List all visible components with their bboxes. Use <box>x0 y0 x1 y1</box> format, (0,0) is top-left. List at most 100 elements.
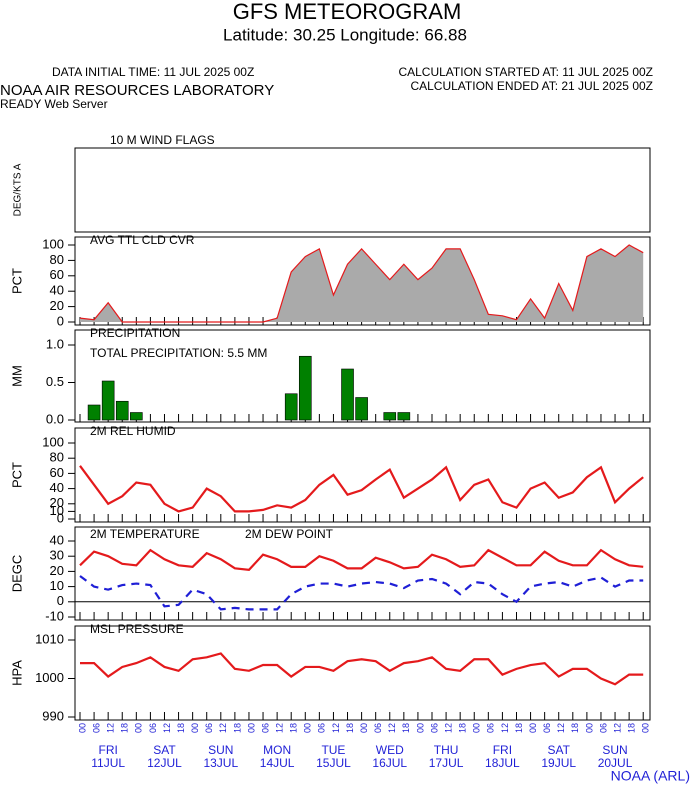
date-label: 14JUL <box>260 756 295 770</box>
day-label: WED <box>376 743 404 757</box>
series-line <box>79 465 644 513</box>
y-axis-label: PCT <box>9 462 24 488</box>
date-label: 18JUL <box>485 756 520 770</box>
precip-bar <box>355 397 368 421</box>
hour-label: 06 <box>429 723 439 733</box>
hour-label: 18 <box>458 723 468 733</box>
title: GFS METEOROGRAM <box>233 0 462 24</box>
hour-label: 18 <box>401 723 411 733</box>
hour-label: 00 <box>641 723 651 733</box>
day-label: FRI <box>98 743 117 757</box>
hour-label: 00 <box>134 723 144 733</box>
date-label: 11JUL <box>91 756 125 770</box>
panel <box>74 427 651 523</box>
hour-label: 06 <box>598 723 608 733</box>
precip-bar <box>284 393 298 421</box>
y-tick-label: 80 <box>50 450 64 465</box>
series-line <box>79 548 644 572</box>
y-tick-label: 0.0 <box>46 411 64 426</box>
hour-label: 18 <box>627 723 637 733</box>
precip-bar <box>298 355 312 421</box>
y-tick-label: 20 <box>50 563 64 578</box>
hour-label: 18 <box>345 723 355 733</box>
y-tick-label: 30 <box>50 548 64 563</box>
precip-bar <box>397 412 411 421</box>
precip-bar <box>101 380 115 421</box>
y-tick-label: 0 <box>57 313 64 328</box>
y-tick-label: 1.0 <box>46 336 64 351</box>
cloud-area <box>80 245 644 322</box>
y-axis-label: DEGC <box>9 555 24 593</box>
hour-label: 12 <box>500 723 510 733</box>
hour-label: 18 <box>514 723 524 733</box>
hour-label: 12 <box>162 723 172 733</box>
init-time: DATA INITIAL TIME: 11 JUL 2025 00Z <box>52 65 254 79</box>
server: READY Web Server <box>0 97 108 111</box>
calc-started: CALCULATION STARTED AT: 11 JUL 2025 00Z <box>398 65 653 79</box>
y-tick-label: -10 <box>45 608 64 623</box>
panel-title: MSL PRESSURE <box>90 622 184 636</box>
subtitle: Latitude: 30.25 Longitude: 66.88 <box>223 25 467 44</box>
day-label: SUN <box>602 743 627 757</box>
y-tick-label: 1000 <box>35 670 64 685</box>
legend-entry: 2M TEMPERATURE <box>90 527 200 541</box>
y-tick-label: 80 <box>50 252 64 267</box>
hour-label: 00 <box>415 723 425 733</box>
hour-label: 00 <box>246 723 256 733</box>
date-label: 17JUL <box>429 756 464 770</box>
y-tick-label: 0 <box>57 593 64 608</box>
panel <box>74 625 651 721</box>
precip-bar <box>130 412 143 421</box>
hour-label: 12 <box>218 723 228 733</box>
panel <box>74 236 651 326</box>
y-axis-label: MM <box>9 365 24 387</box>
y-tick-label: 40 <box>50 480 64 495</box>
hour-label: 06 <box>148 723 158 733</box>
hour-label: 06 <box>542 723 552 733</box>
hour-label: 12 <box>274 723 284 733</box>
hour-label: 12 <box>556 723 566 733</box>
y-tick-label: 10 <box>50 503 64 518</box>
hour-label: 06 <box>373 723 383 733</box>
date-label: 19JUL <box>541 756 576 770</box>
y-tick-label: 100 <box>42 236 64 251</box>
hour-label: 12 <box>331 723 341 733</box>
y-tick-label: 60 <box>50 465 64 480</box>
hour-label: 18 <box>232 723 242 733</box>
hour-label: 06 <box>91 723 101 733</box>
y-tick-label: 40 <box>50 532 64 547</box>
panel-title: AVG TTL CLD CVR <box>90 233 195 247</box>
day-label: MON <box>263 743 291 757</box>
date-label: 13JUL <box>203 756 238 770</box>
org: NOAA AIR RESOURCES LABORATORY <box>0 82 274 99</box>
y-tick-label: 0.5 <box>46 374 64 389</box>
hour-label: 06 <box>317 723 327 733</box>
wind-title: 10 M WIND FLAGS <box>110 133 215 147</box>
hour-label: 00 <box>190 723 200 733</box>
hour-label: 06 <box>204 723 214 733</box>
y-tick-label: 20 <box>50 298 64 313</box>
y-axis-label: HPA <box>9 660 24 686</box>
panel <box>74 526 651 621</box>
day-label: TUE <box>321 743 345 757</box>
precip-bar <box>341 368 354 421</box>
legend-entry: 2M DEW POINT <box>245 527 334 541</box>
day-label: SUN <box>208 743 233 757</box>
hour-label: 18 <box>176 723 186 733</box>
y-tick-label: 100 <box>42 434 64 449</box>
y-tick-label: 990 <box>42 708 64 723</box>
series-line <box>80 652 644 686</box>
hour-label: 00 <box>77 723 87 733</box>
panel <box>74 329 651 423</box>
hour-label: 18 <box>120 723 130 733</box>
hour-label: 06 <box>486 723 496 733</box>
y-tick-label: 20 <box>50 495 64 510</box>
series-line <box>79 575 644 611</box>
y-tick-label: 10 <box>50 578 64 593</box>
y-tick-label: 1010 <box>35 631 64 646</box>
day-label: THU <box>434 743 459 757</box>
hour-label: 00 <box>528 723 538 733</box>
precip-bar <box>87 404 101 421</box>
hour-label: 12 <box>612 723 622 733</box>
hour-label: 00 <box>303 723 313 733</box>
